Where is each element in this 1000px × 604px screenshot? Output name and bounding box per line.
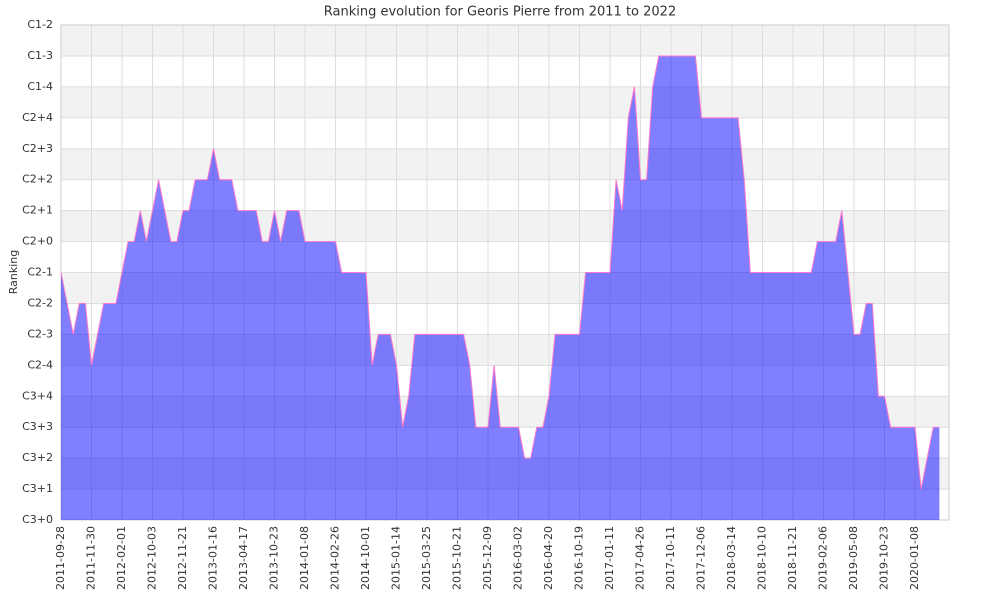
x-tick-label: 2019-02-06 — [817, 526, 830, 590]
x-tick-label: 2011-09-28 — [54, 526, 67, 590]
x-tick-label: 2016-03-02 — [512, 526, 525, 590]
y-tick-label: C2-1 — [27, 266, 53, 279]
grid-band — [61, 148, 949, 180]
x-tick-label: 2016-04-20 — [542, 526, 555, 590]
x-tick-label: 2011-11-30 — [85, 526, 98, 590]
x-tick-label: 2012-11-21 — [176, 526, 189, 590]
grid-band — [61, 86, 949, 118]
y-tick-label: C3+2 — [22, 451, 53, 464]
line — [60, 55, 940, 490]
y-tick-label: C3+1 — [22, 482, 53, 495]
y-tick-label: C2+4 — [22, 111, 53, 124]
x-tick-label: 2020-01-08 — [908, 526, 921, 590]
x-tick-label: 2017-01-11 — [603, 526, 616, 590]
x-tick-label: 2018-11-21 — [786, 526, 799, 590]
y-tick-label: C2+0 — [22, 235, 53, 248]
x-tick-label: 2012-02-01 — [115, 526, 128, 590]
y-axis-label: Ranking — [7, 250, 20, 295]
x-tick-label: 2012-10-03 — [146, 526, 159, 590]
y-tick-label: C2+1 — [22, 204, 53, 217]
y-tick-label: C2-3 — [27, 327, 53, 340]
x-tick-label: 2014-10-01 — [359, 526, 372, 590]
area-fill — [61, 55, 940, 520]
y-tick-label: C2-2 — [27, 296, 53, 309]
y-tick-label: C3+4 — [22, 389, 53, 402]
y-tick-label: C3+3 — [22, 420, 53, 433]
grid-band — [61, 25, 949, 56]
y-tick-label: C1-3 — [27, 49, 53, 62]
y-tick-label: C3+0 — [22, 513, 53, 526]
x-tick-label: 2014-01-08 — [298, 526, 311, 590]
x-tick-label: 2019-05-08 — [847, 526, 860, 590]
y-tick-label: C1-2 — [27, 18, 53, 31]
x-tick-label: 2013-01-16 — [207, 526, 220, 590]
x-tick-label: 2017-10-11 — [664, 526, 677, 590]
chart-title: Ranking evolution for Georis Pierre from… — [324, 5, 676, 20]
x-tick-label: 2017-12-06 — [695, 526, 708, 590]
x-tick-label: 2017-04-26 — [634, 526, 647, 590]
x-tick-label: 2013-10-23 — [268, 526, 281, 590]
y-tick-label: C2+3 — [22, 142, 53, 155]
x-tick-label: 2015-03-25 — [420, 526, 433, 590]
x-tick-label: 2018-03-14 — [725, 526, 738, 590]
x-tick-label: 2015-12-09 — [481, 526, 494, 590]
x-tick-label: 2013-04-17 — [237, 526, 250, 590]
x-tick-label: 2014-02-26 — [329, 526, 342, 590]
x-tick-label: 2015-10-21 — [451, 526, 464, 590]
x-tick-label: 2018-10-10 — [756, 526, 769, 590]
y-tick-label: C1-4 — [27, 80, 53, 93]
x-tick-label: 2016-10-19 — [573, 526, 586, 590]
y-tick-label: C2-4 — [27, 358, 53, 371]
x-tick-label: 2019-10-23 — [878, 526, 891, 590]
y-tick-label: C2+2 — [22, 173, 53, 186]
x-tick-label: 2015-01-14 — [390, 526, 403, 590]
